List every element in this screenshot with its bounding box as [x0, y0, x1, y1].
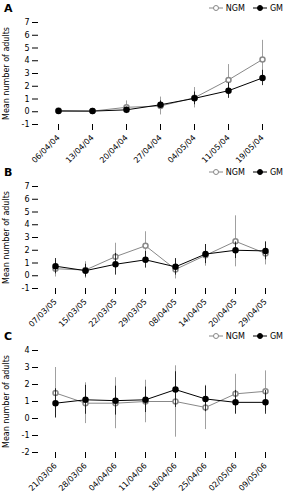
svg-text:2: 2	[24, 246, 29, 255]
svg-text:04/04/06: 04/04/06	[87, 461, 119, 492]
svg-text:28/03/06: 28/03/06	[57, 461, 89, 492]
svg-text:19/05/04: 19/05/04	[234, 133, 266, 164]
svg-text:-1: -1	[22, 431, 30, 440]
svg-text:6: 6	[24, 195, 29, 204]
html-text:NGM: NGM	[225, 3, 245, 13]
svg-text:07/03/05: 07/03/05	[27, 297, 59, 328]
svg-text:08/04/05: 08/04/05	[147, 297, 179, 328]
svg-text:6: 6	[24, 31, 29, 40]
svg-text:06/04/04: 06/04/04	[30, 133, 62, 164]
svg-text:7: 7	[24, 18, 29, 27]
svg-text:-1: -1	[22, 120, 30, 129]
svg-text:0: 0	[24, 271, 29, 280]
svg-text:09/05/06: 09/05/06	[237, 461, 269, 492]
html-text:NGM: NGM	[225, 331, 245, 341]
svg-text:1: 1	[24, 95, 29, 104]
html-text:C: C	[4, 329, 13, 343]
svg-text:0: 0	[24, 414, 29, 423]
svg-text:04/05/04: 04/05/04	[166, 133, 198, 164]
html-text:B: B	[4, 165, 13, 179]
svg-text:18/04/06: 18/04/06	[147, 461, 179, 492]
svg-text:0: 0	[24, 107, 29, 116]
svg-text:21/03/06: 21/03/06	[27, 461, 59, 492]
svg-text:1: 1	[24, 259, 29, 268]
svg-text:29/03/05: 29/03/05	[117, 297, 149, 328]
svg-text:20/04/05: 20/04/05	[207, 297, 239, 328]
svg-text:11/04/06: 11/04/06	[117, 461, 149, 492]
svg-text:25/04/06: 25/04/06	[177, 461, 209, 492]
svg-text:4: 4	[24, 346, 29, 355]
svg-text:3: 3	[24, 69, 29, 78]
svg-text:15/03/05: 15/03/05	[57, 297, 89, 328]
html-text:GM: GM	[269, 167, 283, 177]
svg-text:2: 2	[24, 380, 29, 389]
html-text:GM: GM	[269, 331, 283, 341]
svg-text:-2: -2	[22, 448, 30, 457]
html-text:A: A	[4, 1, 13, 15]
svg-text:Mean number of adults: Mean number of adults	[2, 191, 11, 284]
svg-text:4: 4	[24, 220, 29, 229]
svg-text:3: 3	[24, 233, 29, 242]
svg-text:20/04/04: 20/04/04	[98, 133, 130, 164]
svg-text:3: 3	[24, 363, 29, 372]
svg-text:7: 7	[24, 182, 29, 191]
svg-text:29/04/05: 29/04/05	[237, 297, 269, 328]
svg-text:4: 4	[24, 56, 29, 65]
svg-text:5: 5	[24, 44, 29, 53]
svg-text:Mean number of adults: Mean number of adults	[2, 355, 11, 448]
html-text:NGM: NGM	[225, 167, 245, 177]
svg-text:02/05/06: 02/05/06	[207, 461, 239, 492]
svg-text:14/04/05: 14/04/05	[177, 297, 209, 328]
svg-text:5: 5	[24, 208, 29, 217]
svg-text:-1: -1	[22, 284, 30, 293]
svg-text:2: 2	[24, 82, 29, 91]
svg-text:1: 1	[24, 397, 29, 406]
svg-text:Mean number of adults: Mean number of adults	[2, 27, 11, 120]
svg-text:13/04/04: 13/04/04	[64, 133, 96, 164]
svg-text:22/03/05: 22/03/05	[87, 297, 119, 328]
html-text:GM: GM	[269, 3, 283, 13]
svg-text:11/05/04: 11/05/04	[200, 133, 232, 164]
svg-text:27/04/04: 27/04/04	[132, 133, 164, 164]
